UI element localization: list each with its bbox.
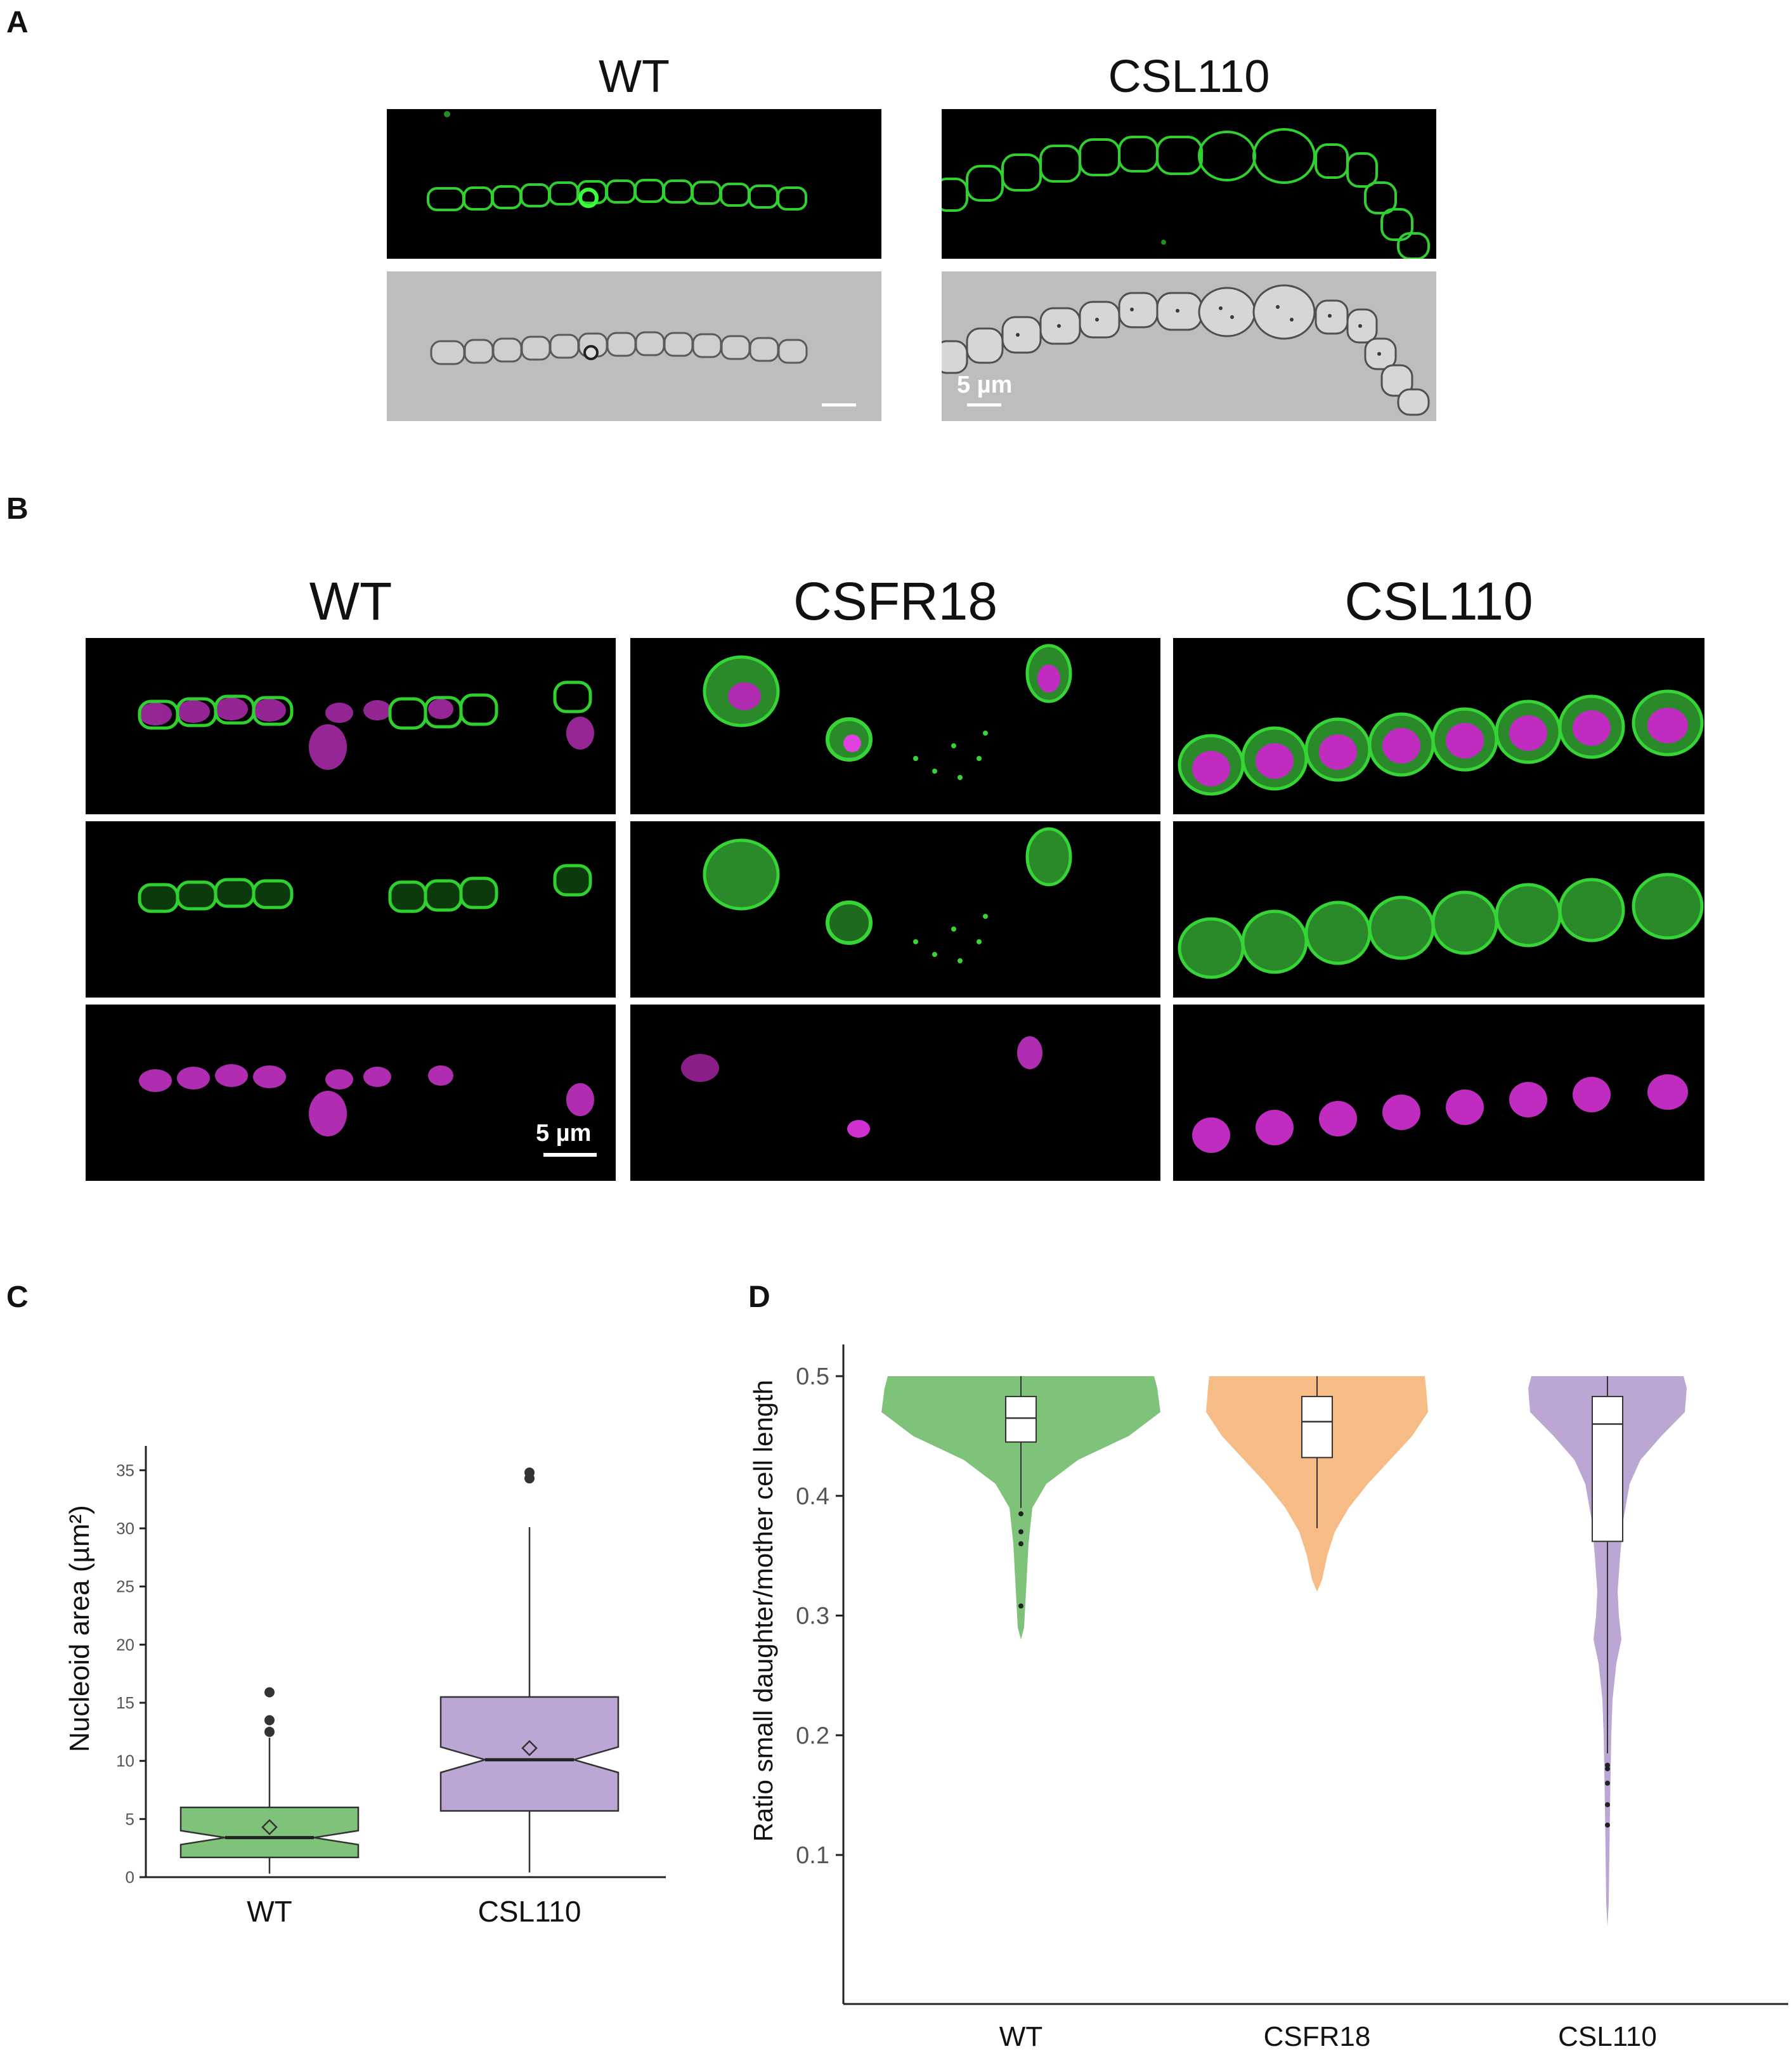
chart-d-xtick-label: WT — [999, 2021, 1042, 2052]
chart-d-ytick-label: 0.3 — [796, 1603, 829, 1630]
chart-d-outlier — [1605, 1762, 1610, 1768]
chart-d-outlier — [1018, 1541, 1023, 1547]
chart-d-outlier — [1605, 1780, 1610, 1786]
panel-label-a: A — [6, 6, 29, 39]
chart-d-violin: 0.1 0.2 0.3 0.4 0.5 WT CSFR18 CSL110 Ratio smal… — [748, 1344, 1788, 2052]
chart-c-ytick-label: 15 — [116, 1693, 134, 1712]
scale-bar-label-a: 5 µm — [957, 372, 1013, 398]
chart-c-box — [439, 1696, 620, 1812]
micrograph-a-csl110-fluorescence — [942, 109, 1436, 259]
chart-c-mean — [261, 1819, 278, 1835]
chart-c-mean — [521, 1740, 538, 1757]
micrograph-b-csfr18-merge — [630, 638, 1160, 814]
chart-d-outlier — [1605, 1802, 1610, 1807]
panel-a-header-csl110: CSL110 — [1108, 51, 1270, 102]
panel-label-d: D — [748, 1280, 770, 1314]
micrograph-b-wt-magenta: 5 µm — [86, 1005, 616, 1181]
chart-d-outlier — [1018, 1603, 1023, 1609]
micrograph-b-csfr18-magenta — [630, 1005, 1160, 1181]
chart-c-outlier — [264, 1687, 275, 1698]
chart-c-ytick-label: 10 — [116, 1752, 134, 1771]
chart-c-boxplot: 0 5 10 15 20 25 30 35 WT CSL110 Nucleoid area (µm… — [64, 1446, 666, 1928]
panel-label-c: C — [6, 1280, 29, 1314]
chart-c-ytick-label: 35 — [116, 1461, 134, 1480]
micrograph-a-wt-fluorescence — [387, 109, 881, 259]
micrograph-b-wt-green — [86, 821, 616, 998]
panel-b-header-csfr18: CSFR18 — [793, 571, 998, 631]
chart-d-xtick-label: CSL110 — [1558, 2021, 1657, 2052]
scale-bar-label-b: 5 µm — [536, 1120, 592, 1147]
chart-d-box — [1301, 1396, 1333, 1459]
panel-b-header-csl110: CSL110 — [1344, 571, 1533, 631]
chart-d-ytick-label: 0.5 — [796, 1363, 829, 1390]
chart-d-outlier — [1605, 1766, 1610, 1772]
chart-d-outlier — [1018, 1529, 1023, 1535]
chart-c-ytick-label: 25 — [116, 1577, 134, 1596]
chart-d-ytick-label: 0.1 — [796, 1842, 829, 1869]
panel-label-b: B — [6, 492, 29, 526]
chart-d-outlier — [1018, 1511, 1023, 1517]
chart-d-box — [1005, 1396, 1037, 1443]
chart-d-ylabel: Ratio small daughter/mother cell length — [748, 1380, 778, 1842]
micrograph-b-csl110-green — [1173, 821, 1704, 998]
chart-d-ytick-label: 0.4 — [796, 1483, 829, 1510]
micrograph-a-csl110-brightfield: 5 µm — [942, 271, 1436, 421]
micrograph-a-wt-brightfield — [387, 271, 881, 421]
chart-c-ytick-label: 0 — [126, 1868, 134, 1887]
chart-d-box — [1592, 1396, 1623, 1542]
chart-c-box — [179, 1806, 360, 1859]
chart-c-ytick-label: 5 — [126, 1809, 134, 1828]
micrograph-b-wt-merge — [86, 638, 616, 814]
chart-c-outlier — [264, 1715, 275, 1726]
chart-d-outlier — [1605, 1822, 1610, 1828]
panel-b-header-wt: WT — [309, 571, 393, 631]
chart-d-xtick-label: CSFR18 — [1264, 2021, 1371, 2052]
chart-c-outlier — [264, 1726, 275, 1737]
panel-a-header-wt: WT — [599, 51, 670, 102]
chart-c-xtick-label: CSL110 — [478, 1895, 581, 1928]
micrograph-b-csfr18-green — [630, 821, 1160, 998]
chart-c-ytick-label: 30 — [116, 1519, 134, 1538]
chart-c-ylabel: Nucleoid area (µm²) — [64, 1505, 95, 1752]
chart-c-outlier — [524, 1467, 535, 1478]
chart-d-ytick-label: 0.2 — [796, 1722, 829, 1749]
micrograph-b-csl110-magenta — [1173, 1005, 1704, 1181]
chart-c-ytick-label: 20 — [116, 1635, 134, 1654]
chart-c-xtick-label: WT — [247, 1895, 292, 1928]
micrograph-b-csl110-merge — [1173, 638, 1704, 814]
